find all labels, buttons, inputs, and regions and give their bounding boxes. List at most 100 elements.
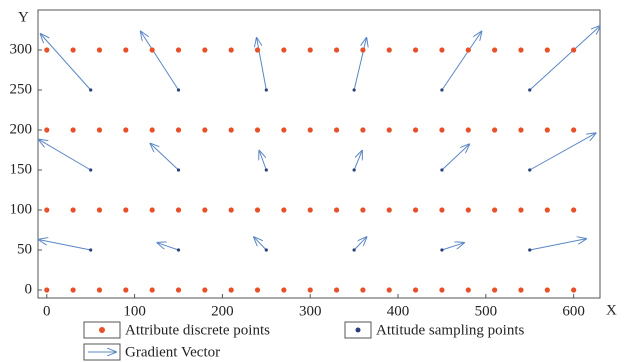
attribute-point bbox=[412, 47, 419, 53]
y-axis-label: Y bbox=[18, 9, 29, 25]
attribute-point bbox=[571, 287, 577, 293]
gradient-vector bbox=[259, 151, 267, 171]
y-tick-label: 300 bbox=[10, 41, 33, 57]
attribute-point bbox=[307, 127, 313, 133]
attribute-point bbox=[360, 287, 366, 293]
legend-label: Attribute discrete points bbox=[125, 322, 270, 338]
attribute-point bbox=[492, 207, 498, 213]
attribute-point bbox=[333, 287, 340, 293]
attribute-point bbox=[465, 207, 471, 213]
attribute-point bbox=[202, 127, 208, 133]
attribute-point bbox=[386, 207, 392, 213]
attribute-point bbox=[123, 207, 129, 213]
attitude-point bbox=[440, 248, 444, 252]
attribute-point bbox=[96, 207, 103, 213]
gradient-vector bbox=[529, 239, 586, 251]
attribute-point bbox=[465, 47, 471, 53]
attribute-point bbox=[228, 207, 234, 213]
gradient-vector bbox=[257, 38, 267, 91]
y-tick-label: 200 bbox=[10, 121, 33, 137]
attribute-point bbox=[333, 207, 340, 213]
attribute-point bbox=[439, 207, 445, 213]
x-tick-label: 100 bbox=[123, 303, 146, 319]
attribute-point bbox=[307, 207, 313, 213]
attribute-point bbox=[175, 287, 182, 293]
y-tick-label: 150 bbox=[10, 161, 33, 177]
legend-swatch bbox=[99, 327, 105, 333]
attribute-point bbox=[544, 287, 550, 293]
gradient-vector bbox=[39, 240, 91, 251]
attribute-point bbox=[149, 287, 155, 293]
attitude-point bbox=[528, 168, 532, 172]
attitude-point bbox=[352, 248, 356, 252]
attribute-point bbox=[492, 287, 498, 293]
y-tick-label: 50 bbox=[17, 241, 32, 257]
x-tick-label: 600 bbox=[562, 303, 585, 319]
attribute-point bbox=[228, 47, 234, 53]
attribute-point bbox=[254, 207, 261, 213]
x-tick-label: 0 bbox=[43, 303, 51, 319]
y-tick-label: 0 bbox=[25, 281, 33, 297]
x-tick-label: 400 bbox=[387, 303, 410, 319]
attitude-point bbox=[528, 88, 532, 92]
attribute-point bbox=[202, 287, 208, 293]
attribute-point bbox=[518, 127, 524, 133]
gradient-vector bbox=[353, 237, 366, 251]
attitude-point bbox=[264, 88, 268, 92]
gradient-vector bbox=[157, 243, 179, 251]
attitude-point bbox=[176, 248, 181, 252]
x-tick-label: 500 bbox=[475, 303, 498, 319]
attribute-point bbox=[439, 127, 445, 133]
gradient-vector bbox=[441, 144, 469, 171]
attribute-point bbox=[281, 287, 287, 293]
attribute-point bbox=[386, 287, 392, 293]
gradient-vector bbox=[529, 133, 596, 171]
attribute-point bbox=[149, 47, 155, 53]
attribute-point bbox=[70, 127, 76, 133]
attitude-point bbox=[89, 248, 93, 252]
attribute-point bbox=[412, 207, 419, 213]
attribute-point bbox=[254, 127, 261, 133]
attribute-point bbox=[571, 127, 577, 133]
attribute-point bbox=[492, 47, 498, 53]
gradient-vector bbox=[441, 32, 482, 91]
attribute-point bbox=[412, 287, 419, 293]
gradient-vector bbox=[150, 144, 179, 171]
attribute-point bbox=[360, 127, 366, 133]
attribute-point bbox=[307, 287, 313, 293]
attribute-point bbox=[202, 47, 208, 53]
attribute-point bbox=[360, 47, 366, 53]
attribute-point bbox=[492, 127, 498, 133]
attribute-point bbox=[518, 287, 524, 293]
attitude-point bbox=[89, 168, 93, 172]
y-tick-label: 100 bbox=[10, 201, 33, 217]
gradient-vector bbox=[353, 151, 362, 171]
attribute-point bbox=[307, 47, 313, 53]
attribute-point bbox=[149, 207, 155, 213]
gradient-vector bbox=[41, 34, 92, 91]
attribute-point bbox=[386, 127, 392, 133]
attribute-point bbox=[123, 47, 129, 53]
attitude-point bbox=[176, 88, 181, 92]
attitude-point bbox=[440, 168, 444, 172]
attribute-point bbox=[44, 127, 50, 133]
attribute-point bbox=[412, 127, 419, 133]
attitude-point bbox=[352, 168, 356, 172]
attribute-point bbox=[281, 127, 287, 133]
attribute-point bbox=[544, 127, 550, 133]
x-tick-label: 200 bbox=[211, 303, 234, 319]
attribute-point bbox=[202, 207, 208, 213]
plot-frame bbox=[37, 9, 601, 299]
attribute-point bbox=[96, 127, 103, 133]
y-tick-label: 250 bbox=[10, 81, 33, 97]
attribute-point bbox=[281, 207, 287, 213]
attribute-point bbox=[123, 127, 129, 133]
legend-swatch bbox=[355, 327, 361, 333]
attribute-point bbox=[175, 47, 182, 53]
gradient-vector bbox=[529, 26, 600, 91]
attribute-point bbox=[44, 207, 50, 213]
attribute-point bbox=[70, 47, 76, 53]
attribute-point bbox=[360, 207, 366, 213]
